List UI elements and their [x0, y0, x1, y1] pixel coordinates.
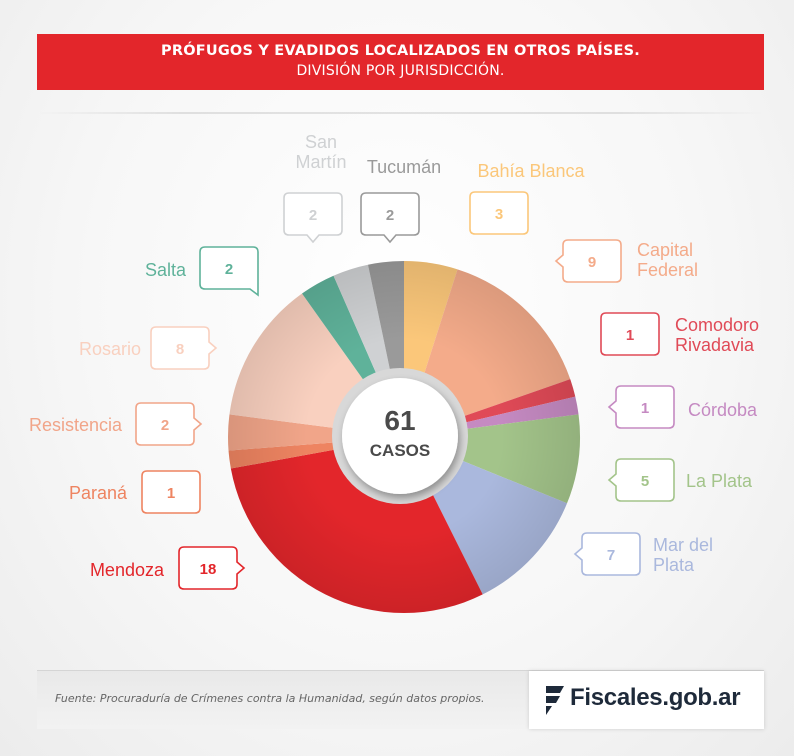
source-note: Fuente: Procuraduría de Crímenes contra …	[55, 692, 485, 705]
category-label: Comodoro Rivadavia	[675, 315, 759, 355]
category-label-line: Paraná	[69, 483, 128, 503]
category-label: Mar del Plata	[653, 535, 713, 575]
category-label-line: Comodoro	[675, 315, 759, 335]
callout-box	[178, 546, 246, 590]
callout-comodoro-rivadavia: 1 Comodoro Rivadavia	[600, 312, 759, 356]
chart-header: PRÓFUGOS Y EVADIDOS LOCALIZADOS EN OTROS…	[37, 34, 764, 90]
callout-capital-federal: 9 Capital Federal	[554, 239, 698, 283]
callout-salta: 2 Salta	[145, 246, 259, 297]
category-label: Mendoza	[90, 560, 165, 580]
category-label-line: Resistencia	[29, 415, 123, 435]
callout-box	[573, 532, 641, 576]
category-label-line: Mendoza	[90, 560, 165, 580]
callouts: 3 Bahía Blanca 9 Capital Federal 1 Comodoro Riv…	[29, 132, 759, 590]
fiscales-logo[interactable]: Fiscales.gob.ar	[529, 671, 764, 729]
category-label: Salta	[145, 260, 187, 280]
logo-text: Fiscales.gob.ar	[570, 684, 741, 712]
callout-box	[283, 192, 343, 244]
category-label: Rosario	[79, 339, 141, 359]
donut-chart: 61 CASOS 3 Bahía Blanca 9 Capital Federal 1 Co…	[29, 132, 759, 614]
value-label: 9	[588, 254, 596, 271]
category-label-line: Plata	[653, 555, 695, 575]
callout-mendoza: 18 Mendoza	[90, 546, 246, 590]
callout-bahia-blanca: 3 Bahía Blanca	[469, 161, 586, 235]
value-label: 2	[225, 261, 233, 278]
category-label-line: Capital	[637, 240, 693, 260]
callout-box	[199, 246, 259, 297]
value-label: 8	[176, 341, 184, 358]
category-label: San Martín	[295, 132, 346, 172]
category-label: La Plata	[686, 471, 753, 491]
category-label-line: Rosario	[79, 339, 141, 359]
category-label-line: Martín	[295, 152, 346, 172]
fiscales-logo-mark-icon	[546, 686, 564, 715]
callout-tucuman: 2 Tucumán	[360, 157, 441, 244]
value-label: 5	[641, 473, 649, 490]
logo-suffix: .gob.ar	[662, 684, 741, 711]
callout-box	[607, 458, 675, 502]
category-label-line: Salta	[145, 260, 187, 280]
callout-rosario: 8 Rosario	[79, 326, 218, 370]
category-label: Bahía Blanca	[477, 161, 585, 181]
callout-box	[600, 312, 660, 356]
category-label-line: La Plata	[686, 471, 753, 491]
total-value: 61	[384, 405, 415, 436]
callout-la-plata: 5 La Plata	[607, 458, 753, 502]
category-label: Tucumán	[367, 157, 441, 177]
callout-box	[360, 192, 420, 244]
callout-box	[554, 239, 622, 283]
category-label-line: San	[305, 132, 337, 152]
callout-cordoba: 1 Córdoba	[607, 385, 758, 429]
callout-resistencia: 2 Resistencia	[29, 402, 203, 446]
category-label-line: Rivadavia	[675, 335, 755, 355]
callout-box	[469, 191, 529, 235]
callout-san-martin: 2 San Martín	[283, 132, 347, 244]
callout-box	[150, 326, 218, 370]
total-label: CASOS	[370, 441, 430, 460]
category-label: Capital Federal	[637, 240, 698, 280]
chart-title: PRÓFUGOS Y EVADIDOS LOCALIZADOS EN OTROS…	[161, 43, 640, 59]
value-label: 18	[200, 561, 217, 578]
callout-box	[607, 385, 675, 429]
value-label: 1	[641, 400, 649, 417]
callout-box	[135, 402, 203, 446]
category-label: Resistencia	[29, 415, 123, 435]
callout-parana: 1 Paraná	[69, 470, 201, 514]
category-label: Paraná	[69, 483, 128, 503]
value-label: 3	[495, 206, 503, 223]
value-label: 2	[309, 207, 317, 224]
top-divider	[37, 112, 764, 114]
logo-main: Fiscales	[570, 684, 663, 711]
category-label-line: Bahía Blanca	[477, 161, 585, 181]
category-label: Córdoba	[688, 400, 758, 420]
value-label: 2	[386, 207, 394, 224]
value-label: 1	[167, 485, 175, 502]
callout-mar-del-plata: 7 Mar del Plata	[573, 532, 713, 576]
footer: Fuente: Procuraduría de Crímenes contra …	[37, 670, 764, 729]
chart-subtitle: DIVISIÓN POR JURISDICCIÓN.	[296, 63, 505, 79]
callout-box	[141, 470, 201, 514]
value-label: 7	[607, 547, 615, 564]
category-label-line: Tucumán	[367, 157, 441, 177]
value-label: 1	[626, 327, 634, 344]
category-label-line: Mar del	[653, 535, 713, 555]
category-label-line: Federal	[637, 260, 698, 280]
value-label: 2	[161, 417, 169, 434]
center-disc	[342, 378, 458, 494]
category-label-line: Córdoba	[688, 400, 758, 420]
